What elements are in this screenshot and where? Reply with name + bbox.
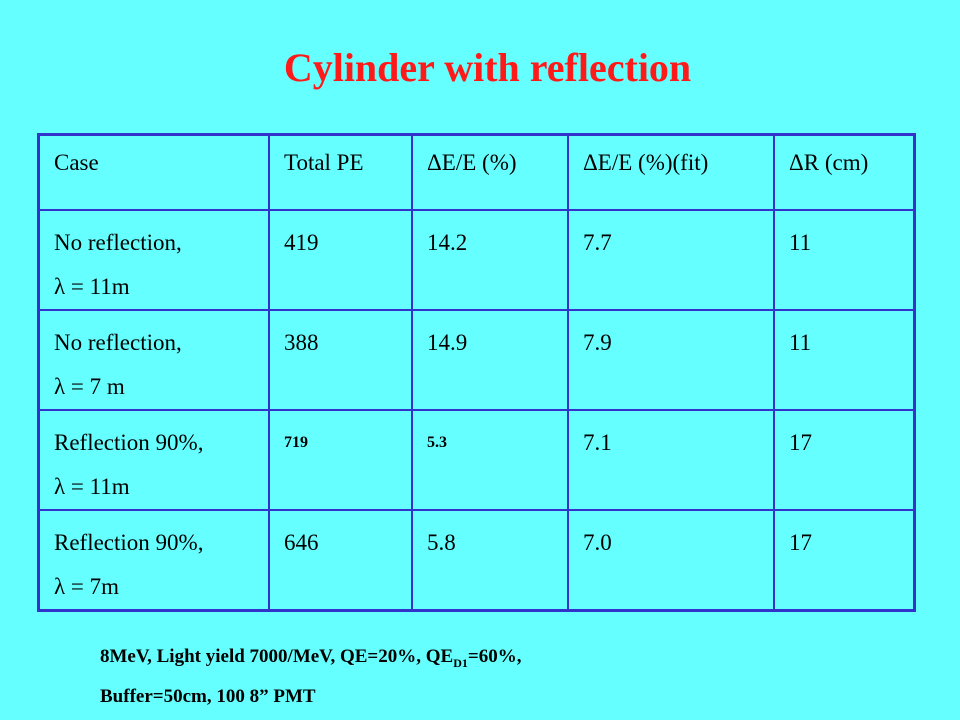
footnote: 8MeV, Light yield 7000/MeV, QE=20%, QED1… [100, 640, 521, 714]
cell: 17 [773, 409, 916, 511]
table-row: No reflection, λ = 11m 419 14.2 7.7 11 [37, 209, 916, 311]
cell: 388 [268, 309, 413, 411]
cell: 14.9 [411, 309, 569, 411]
results-table: Case Total PE ΔE/E (%) ΔE/E (%)(fit) ΔR … [37, 133, 916, 612]
case-cell: Reflection 90%, λ = 7m [37, 509, 270, 612]
case-line: λ = 11m [54, 474, 130, 499]
cell: 17 [773, 509, 916, 612]
table-row: No reflection, λ = 7 m 388 14.9 7.9 11 [37, 309, 916, 411]
cell: 7.1 [567, 409, 775, 511]
column-header: ΔE/E (%)(fit) [567, 133, 775, 211]
column-header: Total PE [268, 133, 413, 211]
column-header: Case [37, 133, 270, 211]
case-line: λ = 7m [54, 574, 120, 599]
cell: 5.8 [411, 509, 569, 612]
case-line: λ = 11m [54, 274, 130, 299]
subscript: D1 [453, 655, 468, 670]
footnote-text: =60%, [467, 646, 522, 667]
cell: 7.9 [567, 309, 775, 411]
case-cell: No reflection, λ = 11m [37, 209, 270, 311]
cell: 7.7 [567, 209, 775, 311]
table-row: Reflection 90%, λ = 7m 646 5.8 7.0 17 [37, 509, 916, 612]
cell: 419 [268, 209, 413, 311]
footnote-line: 8MeV, Light yield 7000/MeV, QE=20%, QED1… [100, 640, 521, 680]
case-cell: No reflection, λ = 7 m [37, 309, 270, 411]
cell: 719 [268, 409, 413, 511]
case-line: λ = 7 m [54, 374, 125, 399]
cell: 5.3 [411, 409, 569, 511]
cell: 14.2 [411, 209, 569, 311]
header-row: Case Total PE ΔE/E (%) ΔE/E (%)(fit) ΔR … [37, 133, 916, 211]
cell: 646 [268, 509, 413, 612]
slide-title: Cylinder with reflection [283, 45, 692, 90]
cell: 11 [773, 309, 916, 411]
case-line: Reflection 90%, [54, 430, 204, 455]
column-header: ΔR (cm) [773, 133, 916, 211]
footnote-text: 8MeV, Light yield 7000/MeV, QE=20%, QE [100, 646, 454, 667]
footnote-line: Buffer=50cm, 100 8” PMT [100, 685, 316, 707]
case-line: Reflection 90%, [54, 530, 204, 555]
column-header: ΔE/E (%) [411, 133, 569, 211]
case-line: No reflection, [54, 230, 182, 255]
cell: 7.0 [567, 509, 775, 612]
case-line: No reflection, [54, 330, 182, 355]
cell: 11 [773, 209, 916, 311]
case-cell: Reflection 90%, λ = 11m [37, 409, 270, 511]
table-row: Reflection 90%, λ = 11m 719 5.3 7.1 17 [37, 409, 916, 511]
